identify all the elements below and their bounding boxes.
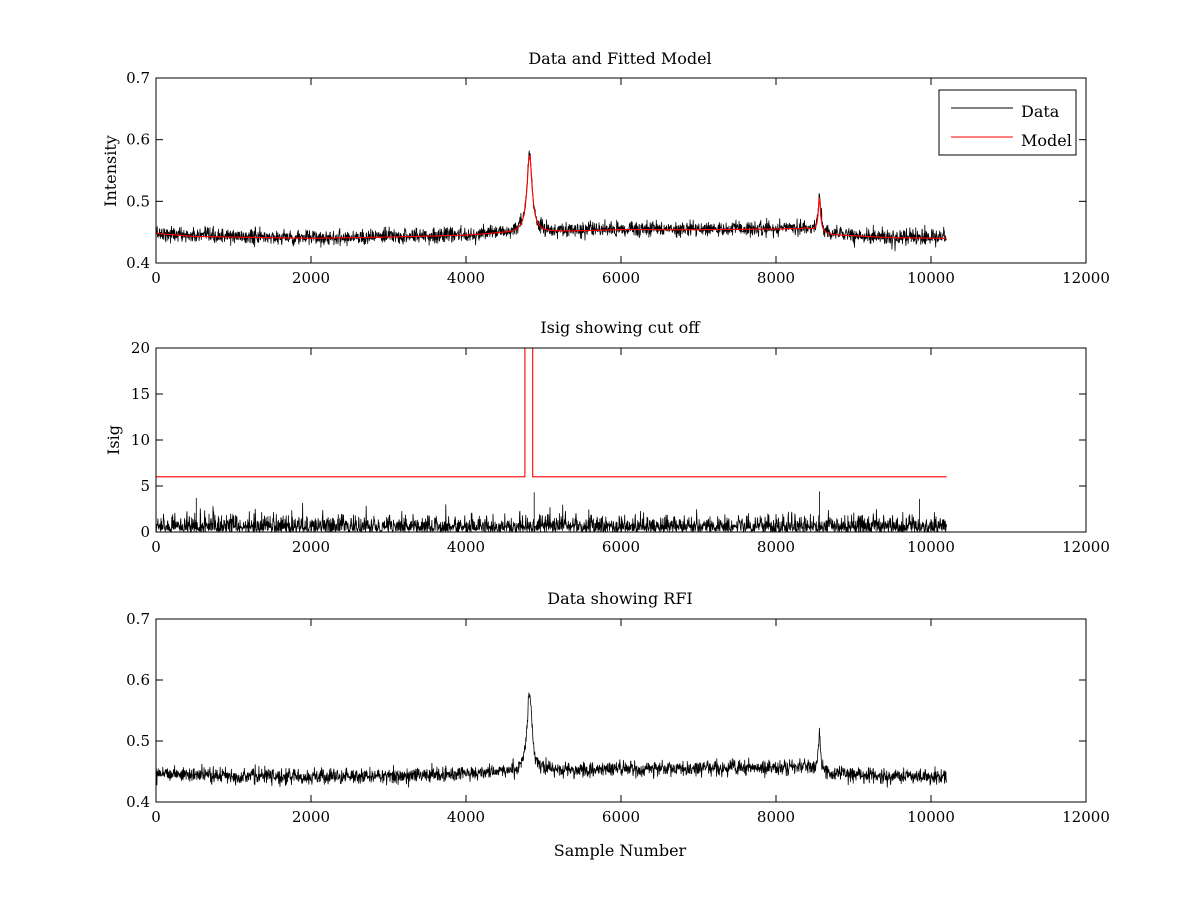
x-tick-label: 10000 — [907, 808, 955, 826]
x-tick-label: 4000 — [447, 538, 485, 556]
chart-title: Data showing RFI — [547, 589, 692, 608]
x-tick-label: 6000 — [602, 808, 640, 826]
panel-isig-showing-cut-off: Isig showing cut off Isig 0 2000 4000 6000 8… — [104, 318, 1110, 556]
y-tick-label: 15 — [131, 385, 150, 403]
x-tick-label: 6000 — [602, 538, 640, 556]
y-tick-label: 20 — [131, 339, 150, 357]
series-layer — [156, 692, 947, 788]
plot-frame — [155, 347, 1087, 533]
plot-frame — [155, 77, 1087, 264]
x-tick-label: 2000 — [292, 808, 330, 826]
y-tick-label: 0.4 — [126, 254, 150, 272]
y-tick-label: 0.7 — [126, 610, 150, 628]
panel-data-showing-rfi: Data showing RFI Sample Number 0 2000 4000… — [126, 589, 1110, 860]
x-tick-label: 0 — [151, 808, 161, 826]
y-axis-label: Intensity — [101, 135, 120, 207]
plot-frame — [155, 618, 1087, 803]
x-tick-label: 8000 — [757, 808, 795, 826]
panel-data-and-fitted-model: Data and Fitted Model Intensity 0 2000 400… — [101, 49, 1110, 287]
y-tick-label: 10 — [131, 431, 150, 449]
series-line-cutoff — [156, 348, 947, 478]
series-layer — [156, 348, 947, 532]
series-layer — [156, 150, 947, 252]
x-axis-label: Sample Number — [554, 841, 687, 860]
x-tick-label: 8000 — [757, 269, 795, 287]
y-tick-label: 0 — [140, 523, 150, 541]
x-tick-label: 2000 — [292, 538, 330, 556]
y-tick-label: 0.6 — [126, 671, 150, 689]
chart-title: Data and Fitted Model — [528, 49, 711, 68]
x-tick-label: 4000 — [447, 808, 485, 826]
x-tick-label: 4000 — [447, 269, 485, 287]
y-tick-label: 0.5 — [126, 192, 150, 210]
x-tick-label: 6000 — [602, 269, 640, 287]
series-line-isig — [156, 491, 947, 532]
legend-entry-data: Data — [1021, 102, 1060, 121]
x-tick-label: 0 — [151, 538, 161, 556]
y-axis-label: Isig — [104, 425, 123, 455]
series-line-data — [156, 150, 947, 252]
legend: Data Model — [938, 89, 1077, 156]
x-tick-label: 2000 — [292, 269, 330, 287]
x-tick-label: 12000 — [1062, 269, 1110, 287]
x-tick-label: 10000 — [907, 538, 955, 556]
legend-box — [938, 89, 1077, 156]
series-line-model — [156, 154, 947, 239]
x-tick-label: 10000 — [907, 269, 955, 287]
y-tick-label: 0.5 — [126, 732, 150, 750]
y-tick-label: 0.4 — [126, 793, 150, 811]
series-line-isig — [156, 692, 947, 788]
tick-layer: 0 2000 4000 6000 8000 10000 12000 0.4 0.5 0.6 0.7 — [126, 610, 1110, 826]
x-tick-label: 12000 — [1062, 538, 1110, 556]
tick-layer: 0 2000 4000 6000 8000 10000 12000 0.4 0.5 0.6 0.7 — [126, 69, 1110, 287]
x-tick-label: 0 — [151, 269, 161, 287]
y-tick-label: 0.7 — [126, 69, 150, 87]
x-tick-label: 8000 — [757, 538, 795, 556]
legend-entry-model: Model — [1021, 131, 1072, 150]
x-tick-label: 12000 — [1062, 808, 1110, 826]
y-tick-label: 5 — [140, 477, 150, 495]
y-tick-label: 0.6 — [126, 131, 150, 149]
tick-layer: 0 2000 4000 6000 8000 10000 12000 0 5 10 15 20 — [131, 339, 1110, 556]
chart-title: Isig showing cut off — [540, 318, 701, 337]
